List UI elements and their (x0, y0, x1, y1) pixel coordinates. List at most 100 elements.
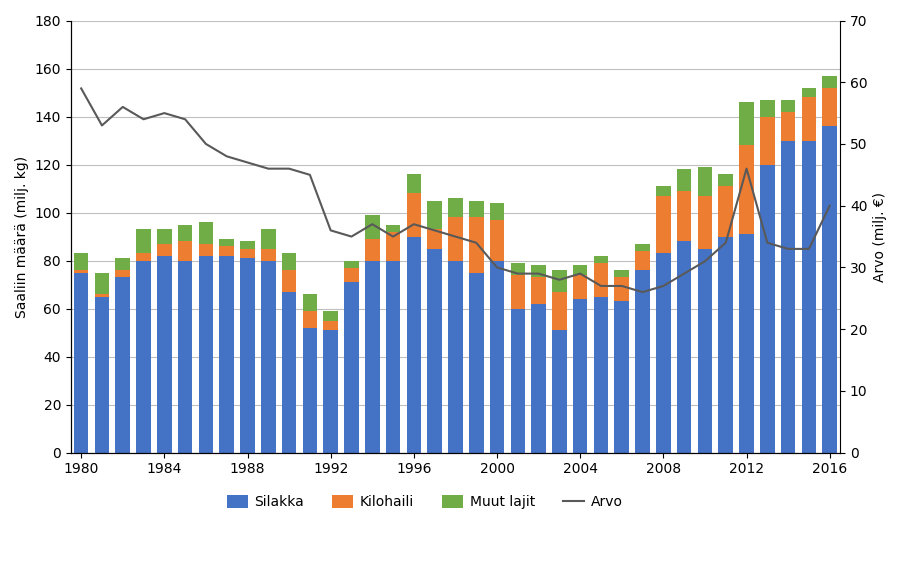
Bar (614, 301, 629, 453)
Bar (511, 263, 525, 275)
Arvo (138, 116, 149, 123)
Bar (760, 116, 775, 164)
Bar (240, 248, 254, 258)
Bar (157, 256, 171, 453)
Arvo (595, 283, 606, 289)
Bar (95, 272, 109, 294)
Bar (407, 194, 421, 236)
Bar (614, 278, 629, 301)
Arvo (326, 227, 336, 234)
Bar (823, 126, 837, 453)
Bar (240, 242, 254, 248)
Bar (740, 146, 754, 234)
Arvo (159, 110, 170, 116)
Bar (407, 174, 421, 194)
Bar (365, 239, 380, 260)
Arvo (492, 264, 502, 271)
Arvo (429, 227, 440, 234)
Arvo (637, 289, 648, 296)
Bar (676, 191, 692, 242)
Arvo (783, 246, 794, 252)
Bar (594, 296, 608, 453)
Bar (635, 270, 649, 453)
Arvo (741, 165, 752, 172)
Bar (656, 186, 671, 196)
Arvo (221, 153, 232, 160)
Bar (345, 268, 359, 282)
Arvo (471, 239, 482, 246)
Arvo (616, 283, 627, 289)
Bar (573, 299, 587, 453)
Bar (178, 260, 192, 453)
Bar (490, 203, 504, 220)
Bar (386, 224, 400, 232)
Bar (760, 164, 775, 453)
Arvo (200, 140, 211, 147)
Bar (511, 308, 525, 453)
Bar (511, 275, 525, 308)
Arvo (242, 159, 253, 166)
Bar (74, 254, 88, 270)
Arvo (658, 283, 668, 289)
Arvo (97, 122, 107, 129)
Bar (760, 100, 775, 116)
Arvo (804, 246, 815, 252)
Bar (719, 174, 733, 186)
Bar (281, 270, 297, 292)
Arvo (367, 221, 378, 228)
Bar (115, 258, 130, 270)
Bar (656, 196, 671, 254)
Bar (740, 102, 754, 146)
Bar (198, 244, 213, 256)
Bar (823, 76, 837, 88)
Bar (302, 328, 318, 453)
Bar (594, 256, 608, 263)
Arvo (533, 270, 544, 277)
Bar (281, 292, 297, 453)
Bar (261, 260, 276, 453)
Bar (531, 304, 546, 453)
Bar (740, 234, 754, 453)
Bar (302, 311, 318, 328)
Y-axis label: Arvo (milj. €): Arvo (milj. €) (873, 191, 887, 282)
Bar (781, 140, 796, 453)
Bar (345, 282, 359, 453)
Bar (240, 258, 254, 453)
Bar (531, 278, 546, 304)
Bar (573, 275, 587, 299)
Bar (95, 296, 109, 453)
Bar (490, 220, 504, 260)
Bar (345, 260, 359, 268)
Bar (697, 248, 713, 453)
Bar (386, 260, 400, 453)
Arvo (824, 202, 835, 209)
Bar (676, 170, 692, 191)
Bar (448, 218, 463, 260)
Bar (324, 330, 338, 453)
Bar (428, 230, 442, 248)
Bar (136, 230, 151, 254)
Bar (324, 320, 338, 330)
Bar (198, 256, 213, 453)
Line: Arvo: Arvo (81, 89, 830, 292)
Arvo (554, 276, 565, 283)
Bar (157, 244, 171, 256)
Bar (74, 270, 88, 272)
Bar (697, 167, 713, 196)
Bar (219, 239, 234, 246)
Bar (594, 263, 608, 296)
Bar (614, 270, 629, 278)
Arvo (346, 233, 357, 240)
Bar (656, 254, 671, 453)
Arvo (700, 258, 711, 265)
Bar (198, 222, 213, 244)
Bar (115, 270, 130, 278)
Bar (802, 140, 816, 453)
Bar (365, 215, 380, 239)
Arvo (721, 239, 732, 246)
Bar (823, 88, 837, 126)
Bar (324, 311, 338, 320)
Bar (178, 224, 192, 242)
Arvo (262, 165, 273, 172)
Bar (261, 248, 276, 260)
